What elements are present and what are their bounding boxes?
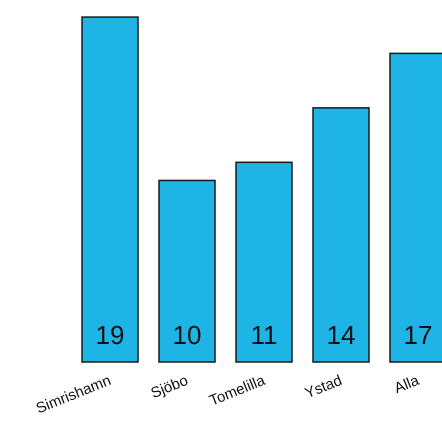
value-label-simrishamn: 19 <box>96 320 125 350</box>
category-label-sjobo: Sjöbo <box>149 372 191 402</box>
value-label-alla: 17 <box>404 320 433 350</box>
category-label-alla: Alla <box>392 372 422 397</box>
category-label-simrishamn: Simrishamn <box>34 372 114 417</box>
value-labels-group: 19 10 11 14 17 <box>96 320 433 350</box>
bar-simrishamn <box>82 17 138 362</box>
value-label-ystad: 14 <box>327 320 356 350</box>
bars-group <box>82 17 442 362</box>
category-label-tomelilla: Tomelilla <box>207 372 268 410</box>
value-label-tomelilla: 11 <box>251 320 278 350</box>
category-labels-group: Simrishamn Sjöbo Tomelilla Ystad Alla <box>34 372 422 418</box>
value-label-sjobo: 10 <box>173 320 202 350</box>
category-label-ystad: Ystad <box>303 372 345 402</box>
bar-alla <box>390 53 442 362</box>
